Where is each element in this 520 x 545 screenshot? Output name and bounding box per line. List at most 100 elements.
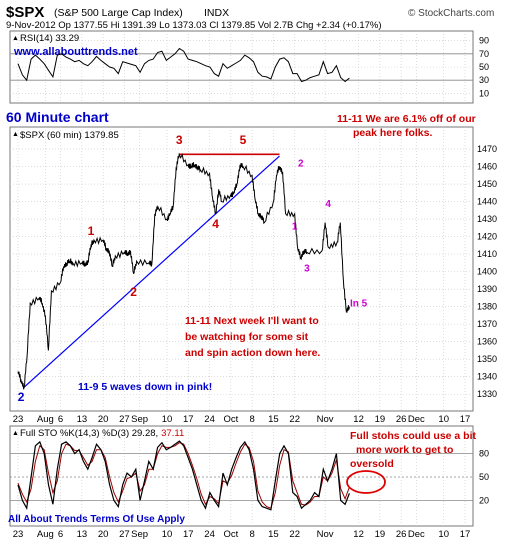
x-tick-label: 8 (249, 414, 254, 425)
x-tick-label: 15 (268, 414, 279, 425)
x-tick-label: 17 (460, 529, 471, 540)
x-tick-label: 10 (162, 414, 173, 425)
stochastic-label: Full STO %K(14,3) %D(3) 29.28, 37.11 (20, 428, 184, 439)
x-tick-label: 17 (460, 414, 471, 425)
x-tick-label: 17 (183, 529, 194, 540)
x-tick-label: 6 (58, 414, 63, 425)
annotation-sit-line: 11-11 Next week I'll want to (185, 315, 319, 327)
price-tick-label: 1420 (477, 232, 497, 242)
x-tick-label: 23 (13, 529, 24, 540)
wave-label: 5 (240, 133, 247, 147)
wave-label: 3 (304, 264, 310, 275)
price-tick-label: 1380 (477, 302, 497, 312)
x-tick-label: Dec (408, 529, 425, 540)
price-series-label: $SPX (60 min) 1379.85 (20, 130, 119, 141)
x-tick-label: 22 (289, 414, 300, 425)
rsi-label: RSI(14) 33.29 (20, 33, 79, 44)
x-tick-label: 26 (396, 414, 407, 425)
stochastic-label-main: Full STO %K(14,3) %D(3) 29.28, (20, 428, 158, 439)
oversold-circle (346, 470, 386, 494)
price-line (17, 152, 350, 390)
wave-labels: 1 2 3 4 5 1 2 3 4 In 5 2 (18, 133, 368, 404)
price-tick-label: 1400 (477, 267, 497, 277)
x-tick-label: 10 (438, 529, 449, 540)
x-tick-label: 23 (13, 414, 24, 425)
exchange-label: INDX (204, 7, 229, 19)
x-tick-label: Dec (408, 414, 425, 425)
site-watermark: www.allabouttrends.net (13, 46, 138, 58)
wave-label: 1 (88, 224, 95, 238)
annotation-peak-line: peak here folks. (353, 127, 432, 139)
x-tick-label: 20 (98, 414, 109, 425)
trendline (23, 155, 280, 388)
wave-label: 3 (176, 133, 183, 147)
symbol-title: $SPX (6, 4, 44, 21)
stochastic-k-line (17, 440, 350, 511)
x-tick-label: 10 (438, 414, 449, 425)
wave-label: 2 (130, 285, 137, 299)
terms-footer: All About Trends Terms Of Use Apply (8, 514, 185, 525)
sto-up-triangle: ▲ (12, 430, 19, 437)
price-tick-label: 1460 (477, 162, 497, 172)
annotation-sit-line: and spin action down here. (185, 347, 320, 359)
price-tick-label: 1360 (477, 337, 497, 347)
wave-label: 2 (18, 390, 25, 404)
wave-label: In 5 (350, 299, 368, 310)
annotation-peak-line: 11-11 We are 6.1% off of our (337, 113, 476, 125)
x-tick-label: 24 (204, 529, 215, 540)
x-tick-label: 8 (249, 529, 254, 540)
x-tick-label: Sep (131, 529, 148, 540)
x-tick-label: 19 (375, 414, 386, 425)
wave-label: 2 (298, 159, 304, 170)
grid-lines (10, 31, 473, 526)
price-tick-label: 1410 (477, 249, 497, 259)
price-tick-label: 1440 (477, 197, 497, 207)
price-up-triangle: ▲ (12, 131, 19, 138)
annotation-waves-line: 11-9 5 waves down in pink! (78, 381, 212, 393)
x-tick-label: 12 (353, 414, 364, 425)
source-credit: © StockCharts.com (408, 8, 494, 19)
x-tick-label: Aug (37, 414, 54, 425)
stochastic-note-line-1: Full stohs could use a bit (350, 430, 477, 442)
price-tick-label: 1350 (477, 354, 497, 364)
x-tick-label: 6 (58, 529, 63, 540)
x-tick-label: 12 (353, 529, 364, 540)
stochastic-note-line-3: oversold (350, 458, 394, 470)
timeframe-title: 60 Minute chart (6, 109, 109, 125)
price-tick-label: 1430 (477, 214, 497, 224)
price-tick-label: 1390 (477, 284, 497, 294)
x-tick-label: 27 (119, 529, 130, 540)
x-tick-label: 15 (268, 529, 279, 540)
x-tick-label: Oct (223, 414, 238, 425)
x-tick-label: 26 (396, 529, 407, 540)
rsi-up-triangle: ▲ (12, 35, 19, 42)
x-tick-label: 13 (77, 414, 88, 425)
x-tick-label: 17 (183, 414, 194, 425)
rsi-tick-label: 90 (479, 36, 489, 46)
annotations: 11-11 We are 6.1% off of our peak here fo… (78, 113, 476, 393)
stochastic-note-line-2: more work to get to (356, 444, 453, 456)
x-tick-label: Oct (223, 529, 238, 540)
stochastic-panel (9, 425, 474, 527)
stochastic-note: Full stohs could use a bit more work to … (350, 430, 477, 470)
x-tick-label: 24 (204, 414, 215, 425)
sto-tick-label: 50 (479, 472, 489, 482)
x-tick-label: 20 (98, 529, 109, 540)
annotation-sit-line: be watching for some sit (185, 331, 309, 343)
x-tick-label: Sep (131, 414, 148, 425)
x-tick-label: 13 (77, 529, 88, 540)
rsi-tick-label: 50 (479, 62, 489, 72)
quote-line: 9-Nov-2012 Op 1377.55 Hi 1391.39 Lo 1373… (6, 20, 382, 31)
price-tick-label: 1330 (477, 389, 497, 399)
rsi-line (17, 47, 350, 83)
x-tick-label: Nov (317, 414, 334, 425)
x-tick-label: 10 (162, 529, 173, 540)
price-tick-label: 1450 (477, 179, 497, 189)
price-tick-label: 1470 (477, 144, 497, 154)
x-tick-label: 22 (289, 529, 300, 540)
axis-labels: 2323AugAug66131320202727SepSep1010171724… (13, 36, 497, 540)
x-tick-label: 27 (119, 414, 130, 425)
wave-label: 4 (325, 199, 331, 210)
wave-label: 1 (292, 222, 298, 233)
rsi-tick-label: 70 (479, 49, 489, 59)
